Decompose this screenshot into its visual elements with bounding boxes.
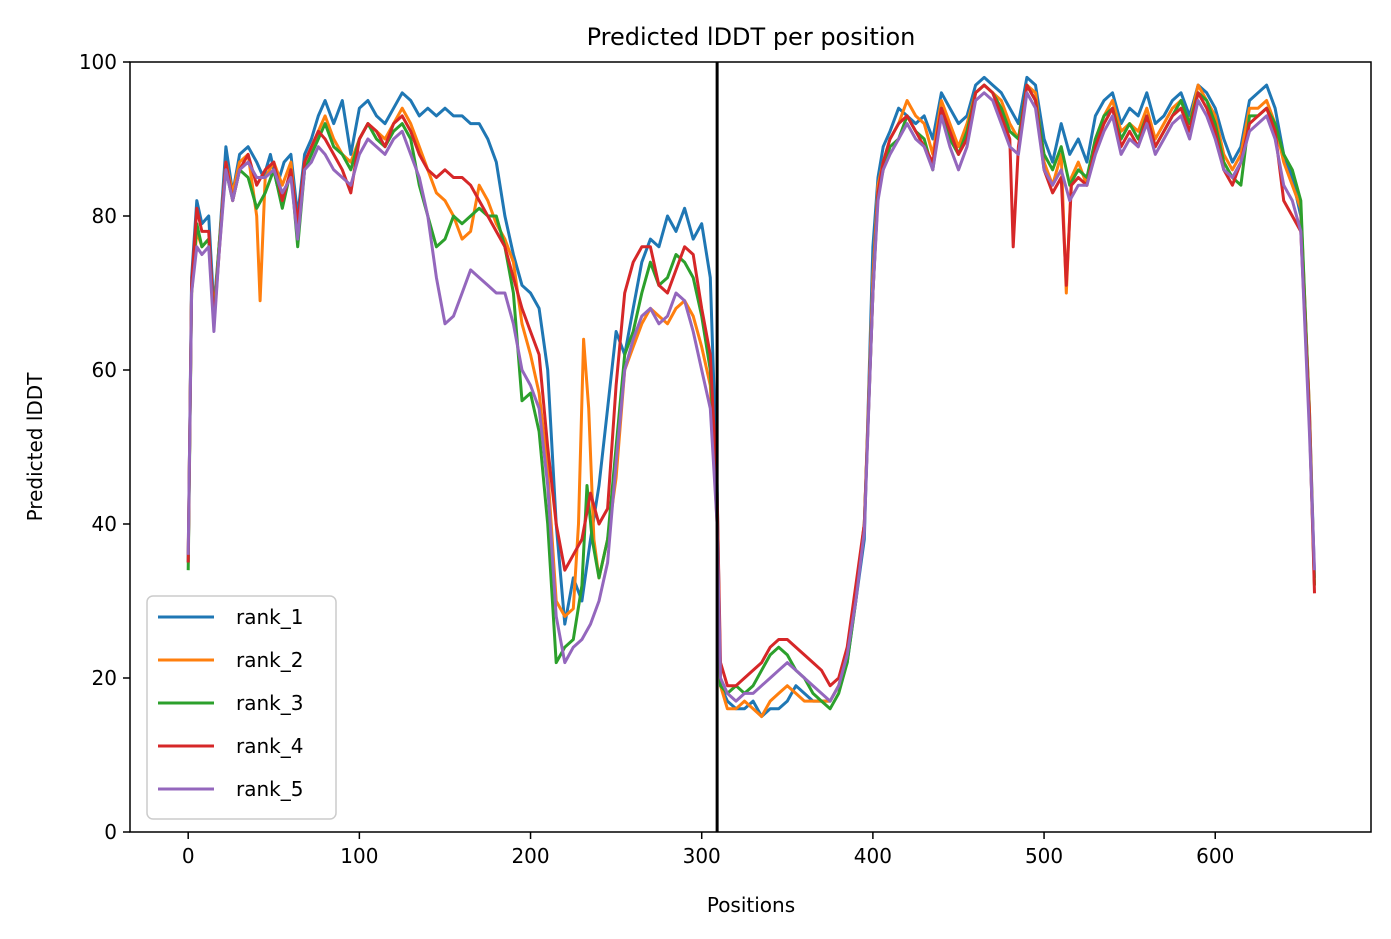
legend-box [146,595,337,820]
chart-title: Predicted lDDT per position [587,23,916,51]
x-tick-label: 600 [1196,844,1234,868]
plot-frame [129,61,1372,833]
y-tick-label: 40 [92,512,117,536]
x-tick-label: 100 [340,844,378,868]
y-tick-label: 60 [92,358,117,382]
x-axis-label: Positions [707,893,795,917]
x-tick-label: 300 [683,844,721,868]
series-line-rank_2 [186,83,1316,718]
x-tick-label: 500 [1025,844,1063,868]
y-tick-label: 0 [104,820,117,844]
legend-label-rank_3: rank_3 [236,691,303,715]
x-tick-label: 200 [511,844,549,868]
plot-area [186,62,1316,832]
series-line-rank_1 [186,75,1316,718]
legend: rank_1 rank_2 rank_3 rank_4 rank_5 [146,595,337,820]
series-line-rank_5 [186,91,1316,703]
y-tick-label: 100 [79,50,117,74]
axis-ticks: 0 100 200 300 400 500 600 0 20 40 60 80 100 [79,50,1235,868]
legend-label-rank_2: rank_2 [236,648,303,672]
y-tick-label: 20 [92,666,117,690]
series-line-rank_3 [186,83,1316,711]
x-tick-label: 0 [182,844,195,868]
legend-label-rank_1: rank_1 [236,605,303,629]
legend-label-rank_4: rank_4 [236,734,303,758]
series-line-rank_4 [186,83,1316,688]
y-tick-label: 80 [92,204,117,228]
x-tick-label: 400 [854,844,892,868]
legend-label-rank_5: rank_5 [236,777,303,801]
y-axis-label: Predicted lDDT [23,372,47,522]
